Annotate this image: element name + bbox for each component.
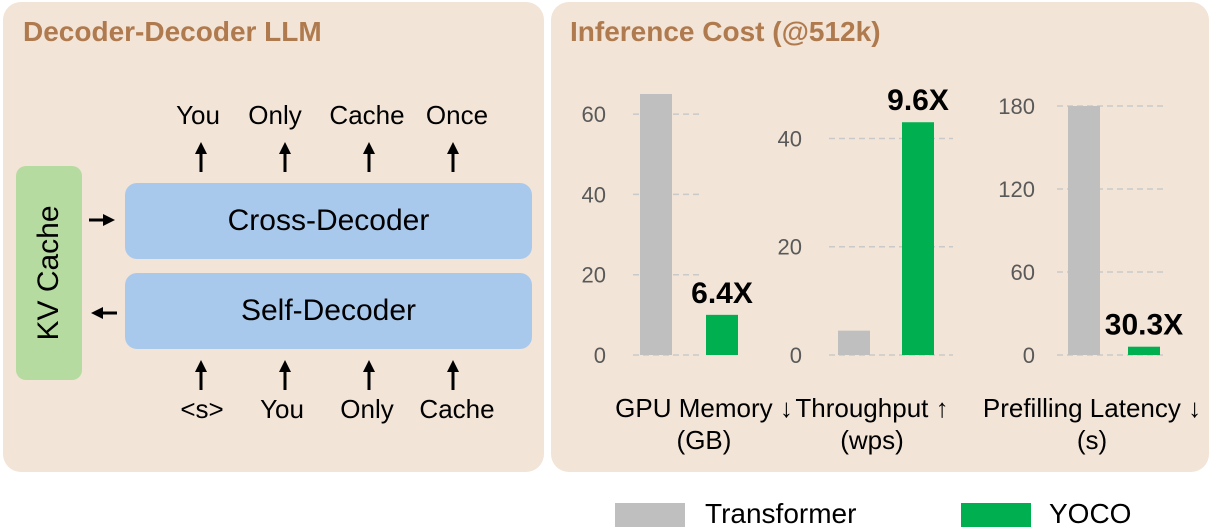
x-axis-label: (s) [1077, 425, 1107, 455]
bar-yoco [1128, 346, 1160, 355]
kv-cache-block: KV Cache [16, 166, 82, 380]
bar-yoco [706, 314, 738, 355]
panel-title-decoder-decoder: Decoder-Decoder LLM [23, 16, 322, 47]
panel-title-inference-cost: Inference Cost (@512k) [570, 16, 881, 47]
inference-cost-charts: 0 20 40 60 6.4X GPU Memory ↓(GB) 0 20 40 9.6X Thro… [582, 84, 1202, 455]
y-tick-label: 0 [1023, 343, 1035, 368]
legend-swatch-transformer [615, 503, 685, 527]
legend-swatch-yoco [961, 503, 1031, 527]
bar-yoco [902, 122, 934, 355]
legend-label-yoco: YOCO [1049, 498, 1132, 529]
cross-decoder-label: Cross-Decoder [227, 204, 430, 237]
bar-transformer [838, 330, 870, 355]
y-tick-label: 180 [998, 94, 1035, 119]
y-tick-label: 20 [582, 263, 606, 288]
output-token: Once [425, 100, 489, 130]
chart-legend: Transformer YOCO [615, 498, 1175, 532]
input-token: Only [340, 394, 394, 424]
x-axis-label: (wps) [840, 425, 904, 455]
y-tick-label: 60 [1011, 260, 1035, 285]
input-token: Cache [419, 394, 495, 424]
y-tick-label: 20 [778, 235, 802, 260]
self-decoder-label: Self-Decoder [240, 294, 417, 327]
output-token: Cache [329, 100, 405, 130]
bar-transformer [1068, 106, 1100, 355]
legend-label-transformer: Transformer [705, 498, 857, 529]
inference-cost-panel: Inference Cost (@512k) 0 20 40 60 6.4X GPU Me… [551, 2, 1209, 472]
speedup-annotation: 6.4X [691, 277, 753, 310]
output-token: You [176, 100, 220, 130]
x-axis-label: Throughput ↑ [795, 393, 948, 423]
y-tick-label: 120 [998, 177, 1035, 202]
y-tick-label: 0 [790, 343, 802, 368]
x-axis-label: (GB) [677, 425, 732, 455]
y-tick-label: 40 [582, 182, 606, 207]
bar-transformer [640, 94, 672, 355]
self-decoder-block: Self-Decoder [125, 273, 532, 349]
input-token: <s> [180, 394, 224, 424]
decoder-decoder-panel: Decoder-Decoder LLM KV Cache Cross-Decod… [3, 2, 544, 472]
speedup-annotation: 9.6X [887, 84, 949, 117]
cross-decoder-block: Cross-Decoder [125, 183, 532, 259]
speedup-annotation: 30.3X [1105, 309, 1183, 342]
x-axis-label: Prefilling Latency ↓ [983, 393, 1201, 423]
input-token: You [260, 394, 304, 424]
output-token: Only [248, 100, 302, 130]
y-tick-label: 40 [778, 126, 802, 151]
y-tick-label: 60 [582, 102, 606, 127]
y-tick-label: 0 [594, 343, 606, 368]
diagram-arrows [89, 142, 459, 390]
x-axis-label: GPU Memory ↓ [615, 393, 793, 423]
